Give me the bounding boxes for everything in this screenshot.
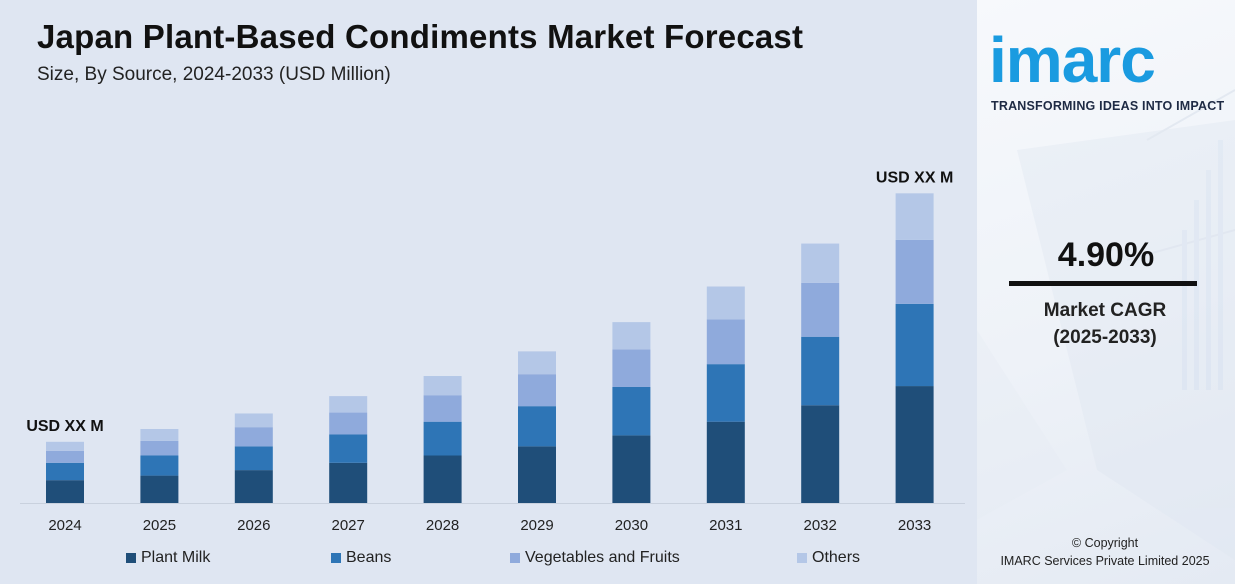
- x-tick-label: 2028: [426, 517, 459, 534]
- bar-segment: [329, 396, 368, 413]
- cagr-label: Market CAGR: [1043, 300, 1167, 321]
- legend-item: Others: [797, 549, 860, 567]
- legend-label: Plant Milk: [141, 549, 211, 566]
- bar-segment: [518, 446, 556, 503]
- cagr-label-block: Market CAGR (2025-2033): [977, 298, 1233, 351]
- bar-segment: [140, 429, 179, 441]
- bar-segment: [423, 421, 462, 456]
- chart-legend: Plant Milk Beans Vegetables and Fruits Othe…: [0, 549, 977, 573]
- bar-segment: [140, 475, 179, 503]
- decorative-background-graphic: [977, 89, 1235, 560]
- bar-segment: [706, 421, 745, 503]
- legend-label: Others: [812, 549, 861, 566]
- bar-segment: [895, 386, 934, 503]
- bar-segment: [706, 319, 745, 365]
- bar-segment: [801, 336, 840, 406]
- legend-label: Beans: [346, 549, 392, 566]
- bar-segment: [234, 470, 273, 503]
- bar-segment: [46, 450, 84, 463]
- copyright-line: © Copyright: [1071, 536, 1139, 550]
- legend-item: Plant Milk: [126, 549, 210, 567]
- bar-segment: [140, 455, 179, 476]
- bar-segment: [46, 462, 84, 481]
- bar-segment: [234, 413, 273, 428]
- bar-segment: [612, 386, 651, 436]
- x-tick-label: 2024: [48, 517, 81, 534]
- bar-segment: [423, 376, 462, 396]
- legend-item: Beans: [331, 549, 391, 567]
- chart-panel: Japan Plant-Based Condiments Market Fore…: [0, 0, 977, 584]
- logo-tagline: TRANSFORMING IDEAS INTO IMPACT: [991, 99, 1225, 113]
- bar-segment: [423, 395, 462, 422]
- legend-swatch: [331, 553, 341, 563]
- imarc-logo: imarc: [989, 24, 1156, 96]
- bar-segment: [518, 406, 556, 447]
- legend-swatch: [797, 553, 807, 563]
- copyright-block: © Copyright IMARC Services Private Limit…: [977, 534, 1233, 570]
- bar-segment: [801, 243, 840, 283]
- legend-swatch: [126, 553, 136, 563]
- bar-segment: [46, 441, 84, 451]
- bar-segment: [140, 440, 179, 456]
- x-tick-label: 2033: [898, 517, 931, 534]
- bar-segment: [329, 434, 368, 463]
- x-tick-label: 2029: [520, 517, 553, 534]
- bar-segment: [801, 282, 840, 337]
- bar-segment: [518, 351, 556, 375]
- copyright-holder: IMARC Services Private Limited 2025: [1000, 554, 1210, 569]
- legend-label: Vegetables and Fruits: [525, 549, 680, 566]
- x-tick-label: 2025: [143, 517, 176, 534]
- bar-segment: [423, 455, 462, 503]
- bar-chart: 2024 2025 2026 2027 2028 2029 2030 2031 2032 2033…: [20, 169, 965, 534]
- bar-segment: [46, 480, 84, 503]
- x-tick-label: 2030: [615, 517, 648, 534]
- data-label-annotation: USD XX M: [26, 418, 103, 435]
- bar-segment: [329, 412, 368, 435]
- cagr-period: (2025-2033): [1053, 326, 1157, 348]
- cagr-value: 4.90%: [1057, 236, 1155, 274]
- bar-segment: [895, 303, 934, 387]
- bar-segment: [329, 462, 368, 503]
- bar-segment: [234, 427, 273, 447]
- x-tick-label: 2031: [709, 517, 742, 534]
- cagr-divider: [1009, 281, 1197, 286]
- bar-segment: [518, 374, 556, 407]
- bar-segment: [612, 435, 651, 503]
- info-sidebar: imarc TRANSFORMING IDEAS INTO IMPACT 4.9…: [977, 0, 1235, 584]
- chart-subtitle: Size, By Source, 2024-2033 (USD Million): [37, 64, 391, 85]
- bar-segment: [801, 405, 840, 503]
- data-label-annotation: USD XX M: [876, 169, 953, 186]
- legend-swatch: [510, 553, 520, 563]
- bar-segment: [706, 364, 745, 422]
- bar-segment: [234, 446, 273, 471]
- chart-title: Japan Plant-Based Condiments Market Fore…: [37, 18, 804, 55]
- legend-item: Vegetables and Fruits: [510, 549, 680, 567]
- bar-segment: [895, 239, 934, 304]
- bar-segment: [706, 286, 745, 320]
- bar-segment: [612, 349, 651, 387]
- x-tick-label: 2026: [237, 517, 270, 534]
- x-tick-label: 2027: [332, 517, 365, 534]
- x-tick-label: 2032: [804, 517, 837, 534]
- bar-segment: [895, 193, 934, 240]
- bar-segment: [612, 322, 651, 350]
